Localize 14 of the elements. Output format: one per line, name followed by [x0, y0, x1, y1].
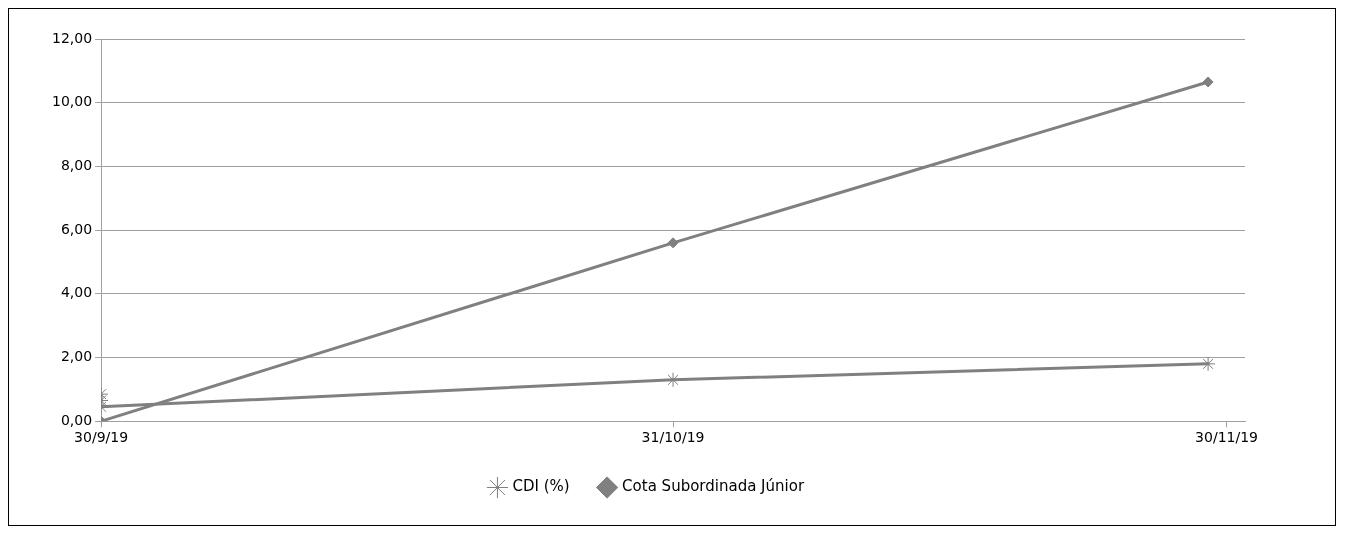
y-tick-label: 10,00: [51, 93, 93, 110]
y-tick-label: 2,00: [60, 348, 93, 365]
x-tick-label: 30/9/19: [74, 429, 129, 446]
y-tick-label: 12,00: [51, 29, 93, 46]
y-tick-label: 0,00: [60, 411, 93, 428]
x-tick-label: 30/11/19: [1195, 429, 1258, 446]
point: [1202, 76, 1214, 88]
point: [667, 237, 679, 249]
y-tick-label: 4,00: [60, 284, 93, 301]
y-tick-label: 8,00: [60, 157, 93, 174]
legend-label: CDI (%): [512, 477, 570, 496]
x-tick-label: 31/10/19: [641, 429, 705, 446]
y-tick-label: 6,00: [60, 220, 93, 237]
legend-label: Cota Subordinada Júnior: [622, 477, 805, 496]
